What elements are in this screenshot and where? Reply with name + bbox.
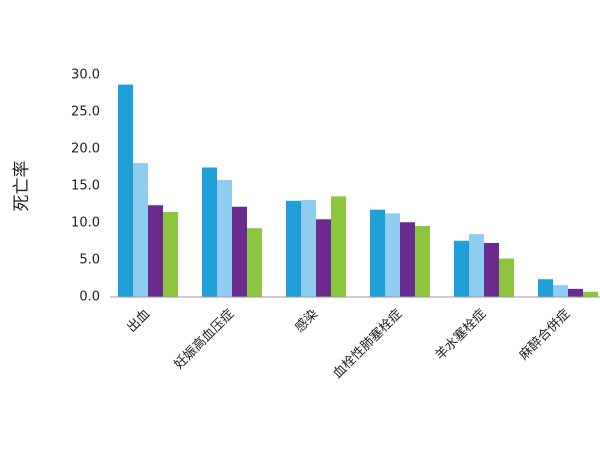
bar [454,240,469,297]
x-tick-label: 羊水塞栓症 [432,306,489,363]
y-tick-label: 10.0 [71,216,100,231]
bar [583,291,598,297]
x-tick-label: 出血 [124,307,153,336]
x-tick-label: 感染 [292,306,322,336]
bar [133,163,148,297]
bar [163,211,178,297]
bar [202,167,217,297]
bar [469,234,484,297]
bar [301,200,316,297]
bar [385,213,400,297]
x-tick-label: 麻醉合併症 [516,306,573,363]
bar [499,258,514,297]
bar [217,180,232,297]
y-tick-label: 20.0 [71,142,100,157]
bar [286,200,301,297]
bar [118,84,133,298]
bar [553,285,568,297]
bar [370,209,385,297]
bar [568,288,583,297]
y-axis-label: 死亡率 [12,161,32,212]
bar [400,222,415,297]
bar [247,228,262,297]
y-tick-label: 15.0 [71,179,100,194]
y-tick-label: 25.0 [71,105,100,120]
y-tick-label: 30.0 [71,68,100,83]
y-tick-label: 5.0 [79,253,100,268]
bar [232,206,247,297]
x-tick-label: 妊娠高血压症 [171,306,237,372]
bar [415,225,430,297]
bar [331,196,346,297]
bar [316,219,331,297]
x-tick-label: 血栓性肺塞栓症 [330,306,406,382]
bar [148,205,163,297]
bar [484,242,499,297]
bar [538,279,553,297]
y-tick-label: 0.0 [79,290,100,305]
